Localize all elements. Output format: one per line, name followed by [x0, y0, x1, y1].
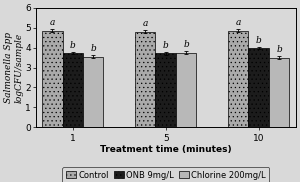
Bar [135, 32, 155, 127]
Bar [228, 31, 248, 127]
Text: a: a [142, 19, 148, 28]
Text: b: b [276, 45, 282, 54]
Bar [62, 53, 83, 127]
Text: b: b [256, 36, 262, 45]
Text: b: b [163, 41, 169, 50]
Text: a: a [50, 18, 55, 27]
Text: b: b [90, 44, 96, 53]
Bar [269, 58, 289, 127]
Text: a: a [236, 18, 241, 27]
Bar [155, 53, 176, 127]
Text: b: b [70, 41, 76, 50]
Bar [83, 57, 104, 127]
Bar [248, 48, 269, 127]
Bar [42, 31, 62, 127]
Bar [176, 53, 196, 127]
Legend: Control, ONB 9mg/L, Chlorine 200mg/L: Control, ONB 9mg/L, Chlorine 200mg/L [62, 167, 269, 182]
Text: b: b [183, 40, 189, 49]
Y-axis label: Salmonella Spp
logCFU/sample: Salmonella Spp logCFU/sample [4, 32, 24, 103]
X-axis label: Treatment time (minutes): Treatment time (minutes) [100, 145, 232, 155]
